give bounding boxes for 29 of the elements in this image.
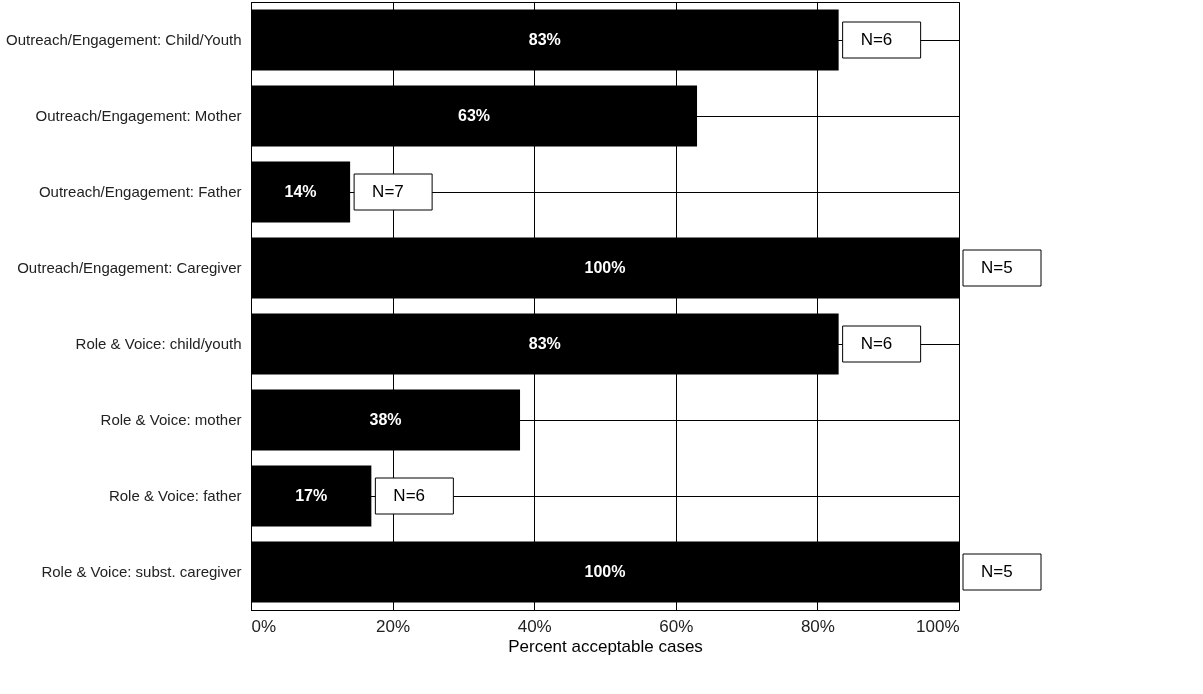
y-tick-label: Outreach/Engagement: Mother [35,107,242,124]
annotation: N=7 [372,182,404,201]
annotation: N=6 [393,486,426,505]
y-tick-label: Outreach/Engagement: Caregiver [17,259,242,276]
y-tick-label: Outreach/Engagement: Father [38,183,242,200]
data-label: 100% [584,563,626,580]
x-tick-label: 100% [916,616,960,636]
x-tick-label: 20% [376,616,411,636]
annotation: N=6 [860,30,893,49]
y-tick-label: Role & Voice: subst. caregiver [41,563,242,580]
data-label: 83% [528,31,561,48]
data-label: 100% [584,259,626,276]
annotation: N=5 [981,258,1013,277]
x-tick-label: 0% [251,616,277,636]
y-tick-label: Role & Voice: father [108,487,242,504]
data-label: 63% [458,107,491,124]
x-axis-title: Percent acceptable cases [508,636,703,656]
data-label: 17% [295,487,328,504]
x-tick-label: 60% [659,616,694,636]
annotation: N=6 [860,334,893,353]
data-label: 14% [284,183,317,200]
y-tick-label: Role & Voice: mother [100,411,242,428]
y-tick-label: Outreach/Engagement: Child/Youth [6,31,242,48]
annotation: N=5 [981,562,1013,581]
x-tick-label: 80% [800,616,835,636]
data-label: 83% [528,335,561,352]
y-tick-label: Role & Voice: child/youth [75,335,242,352]
x-tick-label: 40% [517,616,552,636]
data-label: 38% [369,411,402,428]
